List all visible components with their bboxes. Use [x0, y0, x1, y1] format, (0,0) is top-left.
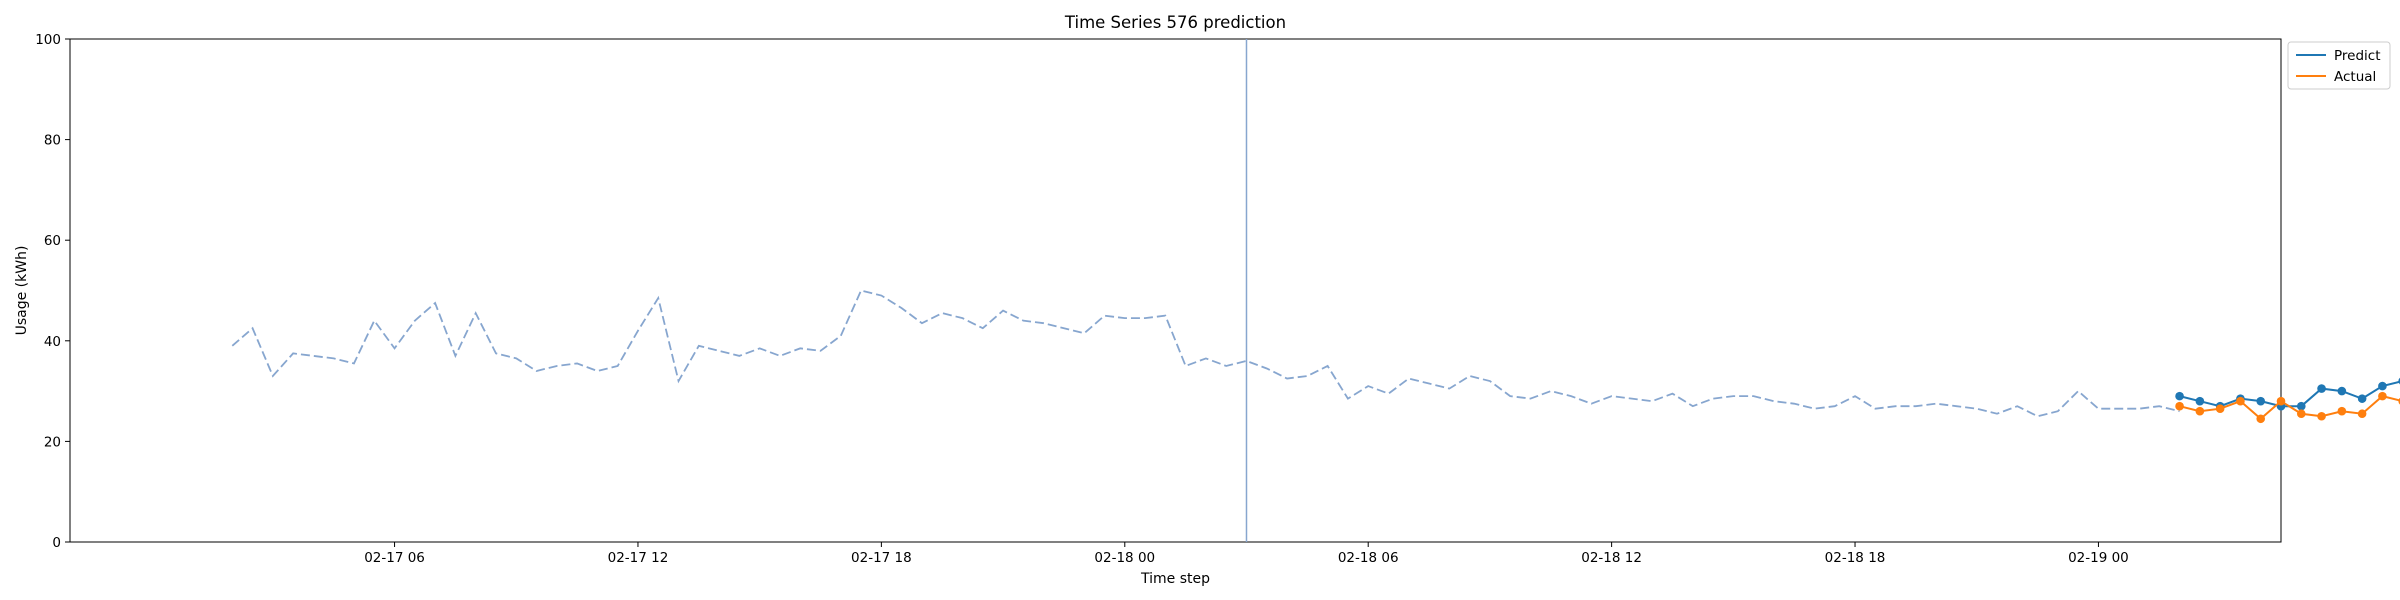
- y-tick-label: 40: [44, 334, 61, 350]
- x-tick-label: 02-18 12: [1581, 550, 1642, 566]
- actual-point: [2215, 404, 2225, 414]
- x-tick-label: 02-18 18: [1825, 550, 1886, 566]
- plot-area: [69, 38, 2282, 543]
- predict-point: [2256, 396, 2266, 406]
- x-tick-label: 02-19 00: [2068, 550, 2129, 566]
- y-tick-label: 20: [44, 434, 61, 450]
- predict-point: [2195, 396, 2205, 406]
- actual-point: [2175, 401, 2184, 411]
- predict-point: [2357, 394, 2367, 403]
- y-tick-label: 80: [44, 133, 61, 149]
- actual-point: [2276, 396, 2286, 406]
- chart-title: Time Series 576 prediction: [1064, 13, 1286, 32]
- predict-point: [2337, 386, 2347, 396]
- predict-point: [2378, 381, 2387, 391]
- x-tick-label: 02-17 12: [608, 550, 669, 566]
- legend-actual-label: Actual: [2334, 69, 2376, 85]
- x-tick-label: 02-17 06: [364, 550, 425, 566]
- actual-point: [2236, 396, 2245, 406]
- x-axis-label: Time step: [1140, 571, 1210, 587]
- predict-point: [2296, 401, 2306, 411]
- predict-point: [2317, 384, 2326, 393]
- legend-box: [2287, 41, 2391, 90]
- history-line: [231, 289, 2180, 418]
- actual-point: [2195, 406, 2205, 416]
- actual-point: [2378, 391, 2387, 401]
- y-tick-label: 0: [52, 535, 61, 551]
- series-layer: [231, 289, 2400, 424]
- x-tick-label: 02-18 00: [1094, 550, 1155, 566]
- y-axis-ticks: 0 20 40 60 80 100: [35, 32, 70, 551]
- actual-point: [2296, 409, 2306, 419]
- x-axis-ticks: 02-17 06 02-17 12 02-17 18 02-18 00 02-18 06…: [364, 542, 2129, 566]
- y-tick-label: 100: [35, 32, 61, 48]
- legend-predict-label: Predict: [2334, 48, 2381, 64]
- actual-point: [2317, 411, 2326, 421]
- y-axis-label: Usage (kWh): [14, 246, 30, 336]
- actual-point: [2337, 406, 2347, 416]
- predict-point: [2175, 391, 2184, 401]
- y-tick-label: 60: [44, 233, 61, 249]
- legend: Predict Actual: [2287, 41, 2391, 90]
- x-tick-label: 02-18 06: [1338, 550, 1399, 566]
- x-tick-label: 02-17 18: [851, 550, 912, 566]
- actual-point: [2357, 409, 2367, 419]
- actual-point: [2256, 414, 2266, 424]
